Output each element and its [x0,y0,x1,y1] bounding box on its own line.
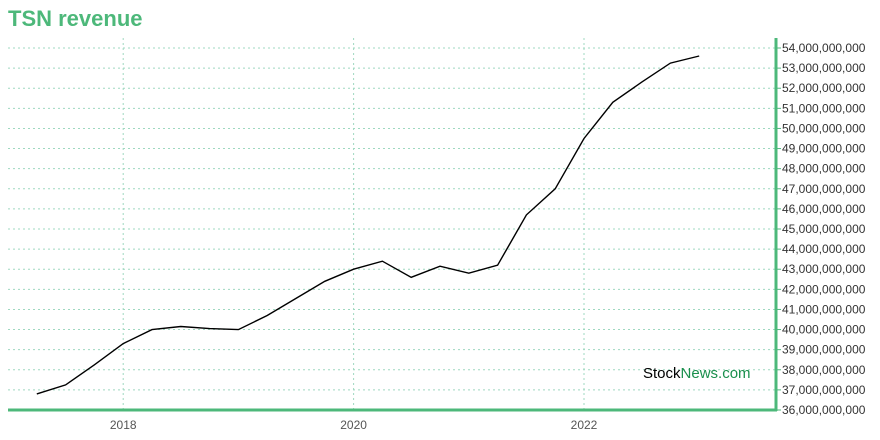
x-tick-label: 2018 [110,418,137,432]
y-tick-label: 51,000,000,000 [782,101,866,115]
y-tick-label: 42,000,000,000 [782,282,866,296]
watermark-part1: Stock [643,365,681,382]
y-tick-label: 48,000,000,000 [782,162,866,176]
revenue-series-line [36,55,700,395]
y-tick-label: 46,000,000,000 [782,202,866,216]
y-tick-label: 47,000,000,000 [782,182,866,196]
x-tick-labels: 2018 2020 2022 [110,418,598,432]
y-tick-label: 53,000,000,000 [782,61,866,75]
y-tick-label: 36,000,000,000 [782,403,866,417]
y-tick-label: 38,000,000,000 [782,363,866,377]
chart-title: TSN revenue [8,6,143,31]
y-tick-labels: 36,000,000,000 37,000,000,000 38,000,000,0… [776,41,866,417]
y-tick-label: 49,000,000,000 [782,142,866,156]
y-tick-label: 45,000,000,000 [782,222,866,236]
grid-lines [8,38,776,411]
y-tick-label: 43,000,000,000 [782,262,866,276]
y-tick-label: 54,000,000,000 [782,41,866,55]
axes [8,38,778,412]
watermark-part2: News.com [680,365,751,382]
series-layer [36,55,700,395]
y-tick-label: 37,000,000,000 [782,383,866,397]
y-tick-label: 44,000,000,000 [782,242,866,256]
y-tick-label: 40,000,000,000 [782,323,866,337]
x-tick-label: 2020 [340,418,367,432]
y-tick-label: 50,000,000,000 [782,121,866,135]
y-tick-label: 39,000,000,000 [782,343,866,357]
stocknews-watermark: StockNews.com [643,365,751,382]
x-tick-label: 2022 [571,418,598,432]
y-tick-label: 52,000,000,000 [782,81,866,95]
y-tick-label: 41,000,000,000 [782,302,866,316]
